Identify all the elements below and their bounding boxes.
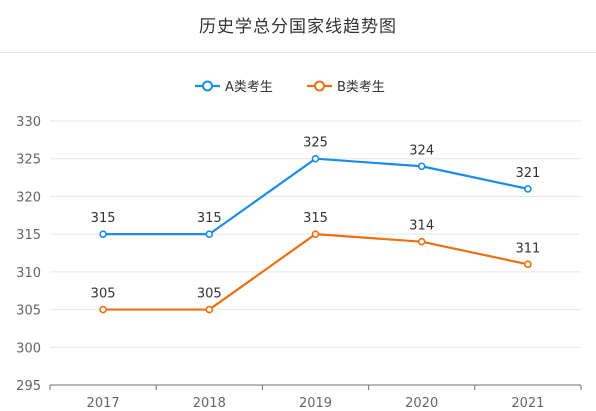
data-label: 315 [197, 211, 222, 226]
legend-label: B类考生 [337, 80, 385, 95]
data-label: 324 [409, 143, 434, 158]
x-tick-label: 2021 [511, 396, 544, 411]
legend-label: A类考生 [225, 80, 273, 95]
data-point [311, 154, 320, 163]
y-tick-label: 320 [16, 190, 41, 205]
data-label: 315 [91, 211, 116, 226]
data-label: 321 [515, 166, 540, 181]
data-point [205, 230, 214, 238]
y-tick-label: 310 [16, 266, 41, 281]
y-tick-label: 325 [16, 153, 41, 168]
data-label: 315 [303, 211, 328, 226]
data-point [417, 237, 426, 246]
data-point [99, 305, 107, 314]
y-tick-label: 300 [16, 341, 41, 356]
legend: A类考生 B类考生 [195, 80, 385, 95]
chart-header: 历史学总分国家线趋势图 [0, 0, 596, 53]
data-point [524, 185, 532, 193]
data-label: 311 [515, 241, 540, 256]
series-group: 315 315 325 324 321 305 305 315 314 311 [91, 136, 540, 314]
legend-marker [314, 80, 325, 92]
y-tick-label: 315 [16, 228, 41, 243]
data-point [524, 260, 532, 269]
y-tick-label: 330 [16, 115, 41, 130]
axes: 295 300 305 310 315 320 325 330 2017 2018 2019 2020… [16, 115, 582, 411]
legend-marker [202, 80, 213, 92]
y-tick-label: 305 [16, 304, 41, 319]
data-point [311, 230, 320, 238]
data-label: 305 [91, 287, 116, 302]
data-point [417, 162, 426, 171]
chart-title: 历史学总分国家线趋势图 [199, 17, 397, 37]
y-tick-label: 295 [16, 379, 41, 394]
x-tick-label: 2018 [193, 396, 226, 411]
data-label: 305 [197, 287, 222, 302]
x-tick-label: 2019 [299, 396, 332, 411]
data-point [99, 230, 107, 238]
x-tick-label: 2017 [87, 396, 120, 411]
data-label: 325 [303, 136, 328, 151]
data-label: 314 [409, 219, 434, 234]
data-point [205, 305, 214, 314]
x-tick-label: 2020 [405, 396, 438, 411]
